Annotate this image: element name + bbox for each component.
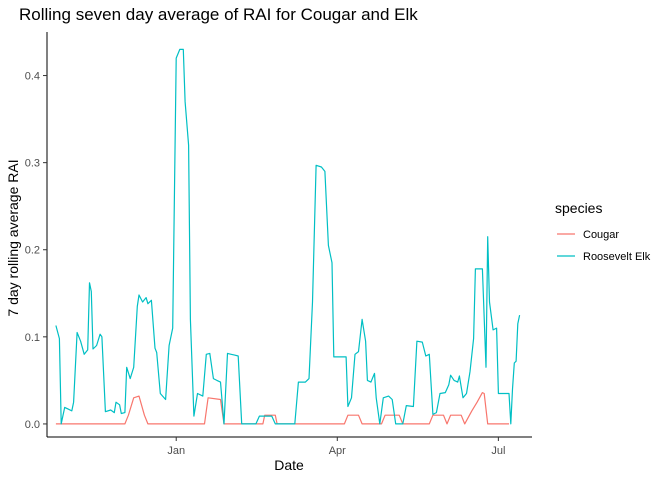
series-line-cougar: [55, 392, 509, 425]
x-ticks: Jan Apr Jul: [167, 437, 505, 457]
y-tick-label: 0.3: [25, 158, 40, 170]
legend-items: Cougar Roosevelt Elk: [557, 229, 651, 263]
legend-label-cougar: Cougar: [583, 229, 619, 241]
series-lines: [55, 48, 521, 425]
x-tick-label: Jul: [491, 445, 505, 457]
y-tick-label: 0.2: [25, 245, 40, 257]
y-axis-title: 7 day rolling average RAI: [5, 159, 21, 316]
y-ticks: 0.0 0.1 0.2 0.3 0.4: [25, 71, 47, 431]
y-tick-label: 0.4: [25, 71, 40, 83]
x-tick-label: Jan: [167, 445, 185, 457]
series-line-roosevelt-elk: [55, 48, 521, 425]
legend: species Cougar Roosevelt Elk: [555, 200, 651, 263]
legend-label-roosevelt-elk: Roosevelt Elk: [583, 251, 651, 263]
x-tick-label: Apr: [329, 445, 346, 457]
y-tick-label: 0.0: [25, 419, 40, 431]
chart-title: Rolling seven day average of RAI for Cou…: [19, 5, 418, 24]
plot-area: 0.0 0.1 0.2 0.3 0.4 Jan Apr Jul: [25, 32, 532, 457]
y-tick-label: 0.1: [25, 332, 40, 344]
x-axis-title: Date: [274, 457, 304, 473]
legend-title: species: [555, 200, 602, 216]
